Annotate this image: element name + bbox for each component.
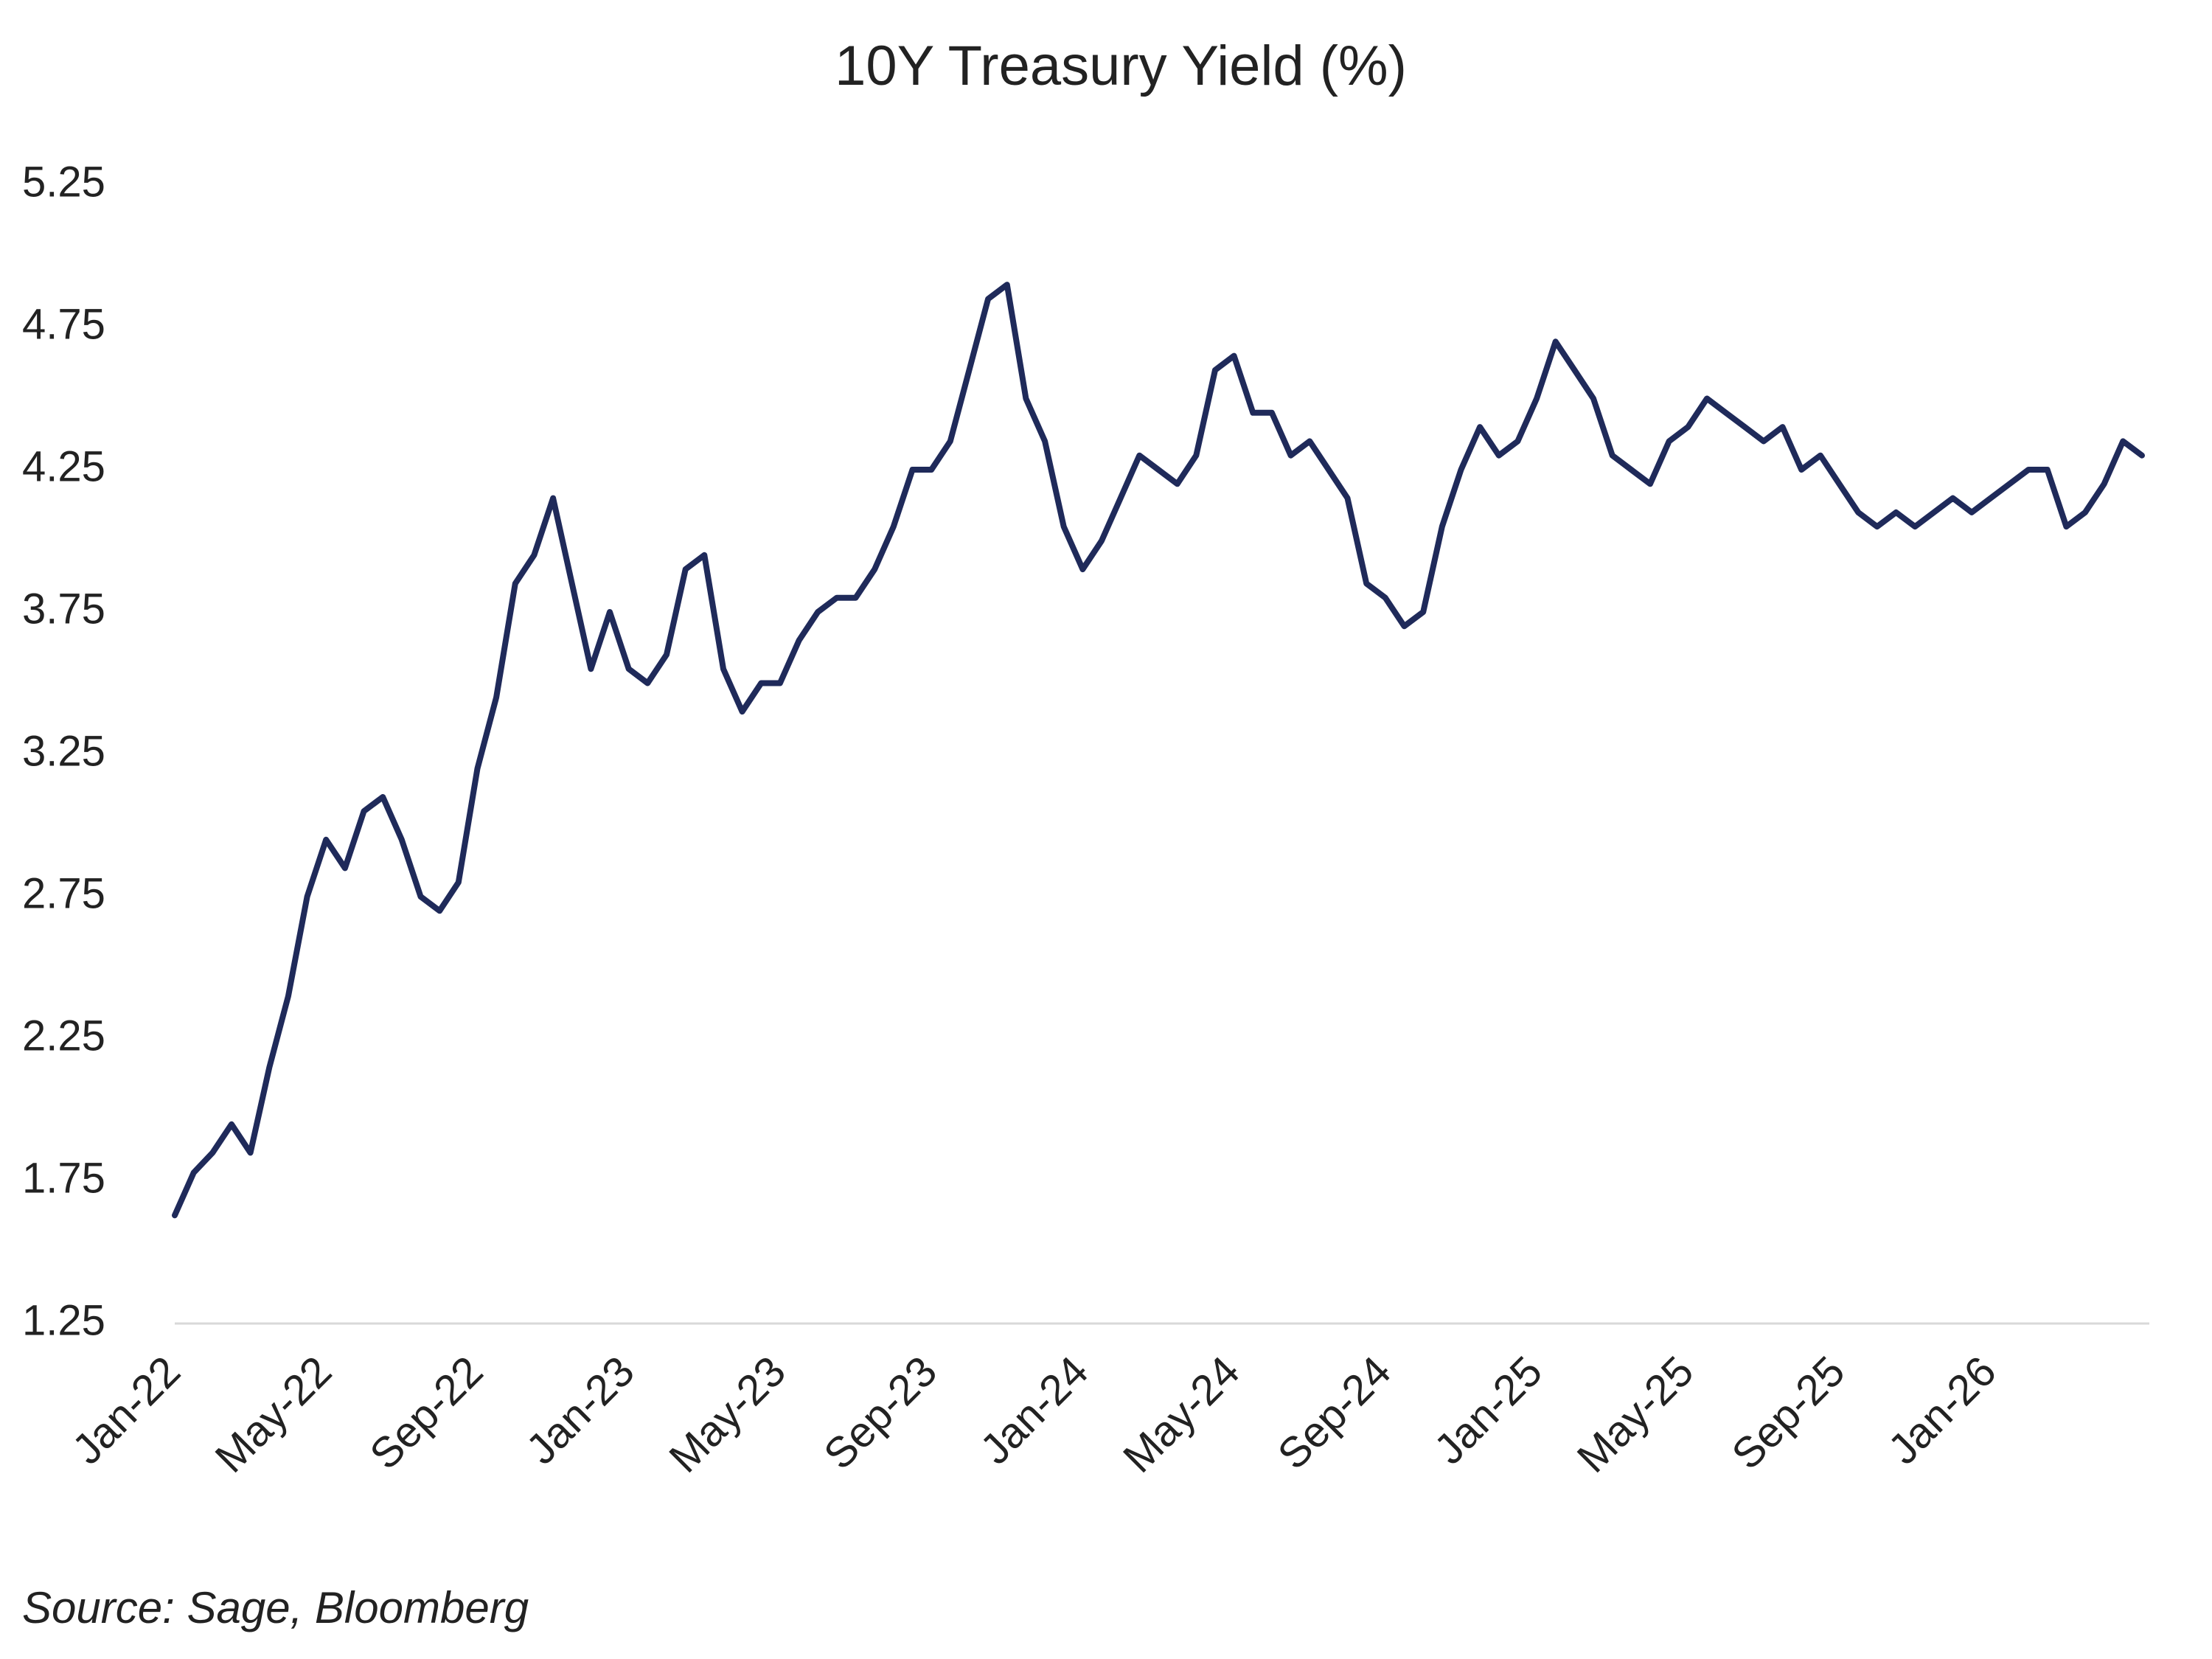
x-tick-label: May-25	[1568, 1347, 1703, 1482]
x-tick-label: Jan-23	[517, 1347, 643, 1473]
y-tick-label: 2.75	[22, 869, 105, 917]
y-tick-label: 1.75	[22, 1154, 105, 1202]
y-tick-label: 4.75	[22, 300, 105, 348]
x-tick-label: Sep-25	[1722, 1347, 1854, 1478]
x-tick-label: Sep-22	[361, 1347, 492, 1478]
y-tick-label: 4.25	[22, 442, 105, 490]
x-tick-label: Jan-26	[1879, 1347, 2005, 1473]
x-tick-label: May-22	[206, 1347, 341, 1482]
x-tick-label: Jan-25	[1425, 1347, 1551, 1473]
y-tick-label: 1.25	[22, 1296, 105, 1344]
y-tick-label: 2.25	[22, 1012, 105, 1060]
source-note: Source: Sage, Bloomberg	[22, 1583, 529, 1632]
x-tick-label: Jan-24	[971, 1347, 1097, 1473]
x-tick-label: Jan-22	[63, 1347, 189, 1473]
y-tick-label: 3.25	[22, 727, 105, 775]
y-tick-label: 5.25	[22, 158, 105, 206]
chart-title: 10Y Treasury Yield (%)	[835, 35, 1407, 97]
x-tick-label: May-23	[660, 1347, 795, 1482]
x-tick-label: Sep-23	[815, 1347, 946, 1478]
line-series	[172, 282, 2145, 1219]
y-tick-label: 3.75	[22, 585, 105, 633]
x-tick-label: May-24	[1114, 1347, 1249, 1482]
x-tick-label: Sep-24	[1269, 1347, 1400, 1478]
